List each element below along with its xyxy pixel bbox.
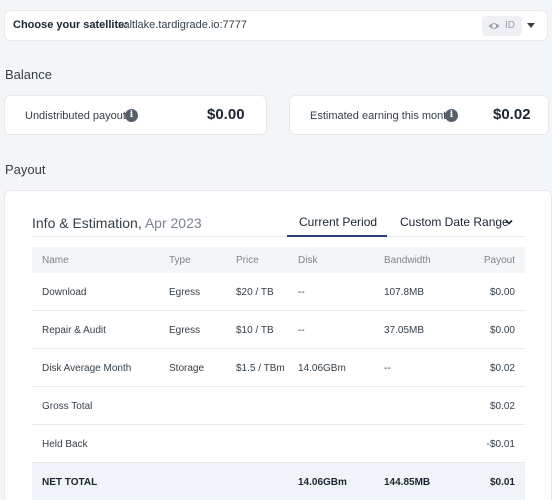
column-header-name: Name bbox=[42, 255, 69, 266]
row-name: Gross Total bbox=[42, 401, 93, 412]
table-row: Download Egress $20 / TB -- 107.8MB $0.0… bbox=[32, 273, 525, 311]
column-header-price: Price bbox=[236, 255, 259, 266]
row-payout: $0.02 bbox=[489, 401, 515, 412]
estimated-earning-label: Estimated earning this month bbox=[310, 110, 453, 122]
row-disk: -- bbox=[298, 325, 305, 336]
row-bandwidth: 37.05MB bbox=[384, 325, 425, 336]
period-label: Apr 2023 bbox=[144, 215, 202, 231]
row-disk: 14.06GBm bbox=[298, 363, 346, 374]
table-row: Held Back -$0.01 bbox=[32, 425, 525, 463]
row-disk: 14.06GBm bbox=[298, 477, 347, 488]
table-row: Gross Total $0.02 bbox=[32, 387, 525, 425]
satellite-label: Choose your satellite: bbox=[13, 19, 128, 31]
row-payout: $0.01 bbox=[489, 477, 515, 488]
column-header-payout: Payout bbox=[483, 255, 515, 266]
column-header-bandwidth: Bandwidth bbox=[384, 255, 431, 266]
info-icon[interactable]: i bbox=[445, 109, 458, 122]
balance-title: Balance bbox=[5, 67, 52, 82]
chevron-down-icon[interactable] bbox=[527, 23, 535, 28]
row-payout: $0.00 bbox=[489, 287, 515, 298]
row-disk: -- bbox=[298, 287, 305, 298]
row-name: Download bbox=[42, 287, 87, 298]
active-tab-indicator bbox=[287, 235, 387, 237]
show-id-button[interactable]: ID bbox=[482, 16, 522, 36]
row-type: Egress bbox=[169, 325, 201, 336]
id-label: ID bbox=[505, 20, 515, 31]
row-price: $10 / TB bbox=[236, 325, 274, 336]
net-total-row: NET TOTAL 14.06GBm 144.85MB $0.01 bbox=[32, 463, 525, 500]
satellite-value: saltlake.tardigrade.io:7777 bbox=[118, 19, 248, 31]
tab-current-period[interactable]: Current Period bbox=[299, 215, 378, 229]
row-type: Storage bbox=[169, 363, 205, 374]
satellite-selector[interactable]: Choose your satellite: saltlake.tardigra… bbox=[4, 10, 548, 41]
row-name: Disk Average Month bbox=[42, 363, 132, 374]
row-payout: $0.02 bbox=[489, 363, 515, 374]
undistributed-payout-amount: $0.00 bbox=[207, 106, 245, 123]
table-row: Disk Average Month Storage $1.5 / TBm 14… bbox=[32, 349, 525, 387]
estimated-earning-amount: $0.02 bbox=[493, 106, 531, 123]
chevron-down-icon[interactable] bbox=[504, 217, 514, 227]
info-icon[interactable]: i bbox=[125, 109, 138, 122]
estimated-earning-card: Estimated earning this month i $0.02 bbox=[289, 95, 549, 135]
row-bandwidth: -- bbox=[384, 363, 391, 374]
payout-title: Payout bbox=[5, 162, 46, 177]
info-estimation-label: Info & Estimation, bbox=[32, 215, 142, 231]
row-type: Egress bbox=[169, 287, 201, 298]
row-name: Repair & Audit bbox=[42, 325, 106, 336]
row-bandwidth: 144.85MB bbox=[384, 477, 431, 488]
table-header: Name Type Price Disk Bandwidth Payout bbox=[32, 247, 525, 273]
row-name: NET TOTAL bbox=[42, 477, 98, 488]
row-payout: -$0.01 bbox=[486, 439, 515, 450]
undistributed-payout-label: Undistributed payout bbox=[25, 110, 126, 122]
tab-custom-date-range[interactable]: Custom Date Range bbox=[400, 215, 509, 229]
row-bandwidth: 107.8MB bbox=[384, 287, 425, 298]
column-header-type: Type bbox=[169, 255, 191, 266]
payout-card: Info & Estimation, Apr 2023 Current Peri… bbox=[4, 190, 552, 500]
tabs-divider bbox=[32, 236, 525, 237]
info-estimation-title: Info & Estimation, Apr 2023 bbox=[32, 215, 202, 231]
column-header-disk: Disk bbox=[298, 255, 318, 266]
row-price: $20 / TB bbox=[236, 287, 274, 298]
table-row: Repair & Audit Egress $10 / TB -- 37.05M… bbox=[32, 311, 525, 349]
row-payout: $0.00 bbox=[489, 325, 515, 336]
row-name: Held Back bbox=[42, 439, 88, 450]
row-price: $1.5 / TBm bbox=[236, 363, 285, 374]
undistributed-payout-card: Undistributed payout i $0.00 bbox=[4, 95, 267, 135]
eye-icon bbox=[488, 23, 500, 29]
